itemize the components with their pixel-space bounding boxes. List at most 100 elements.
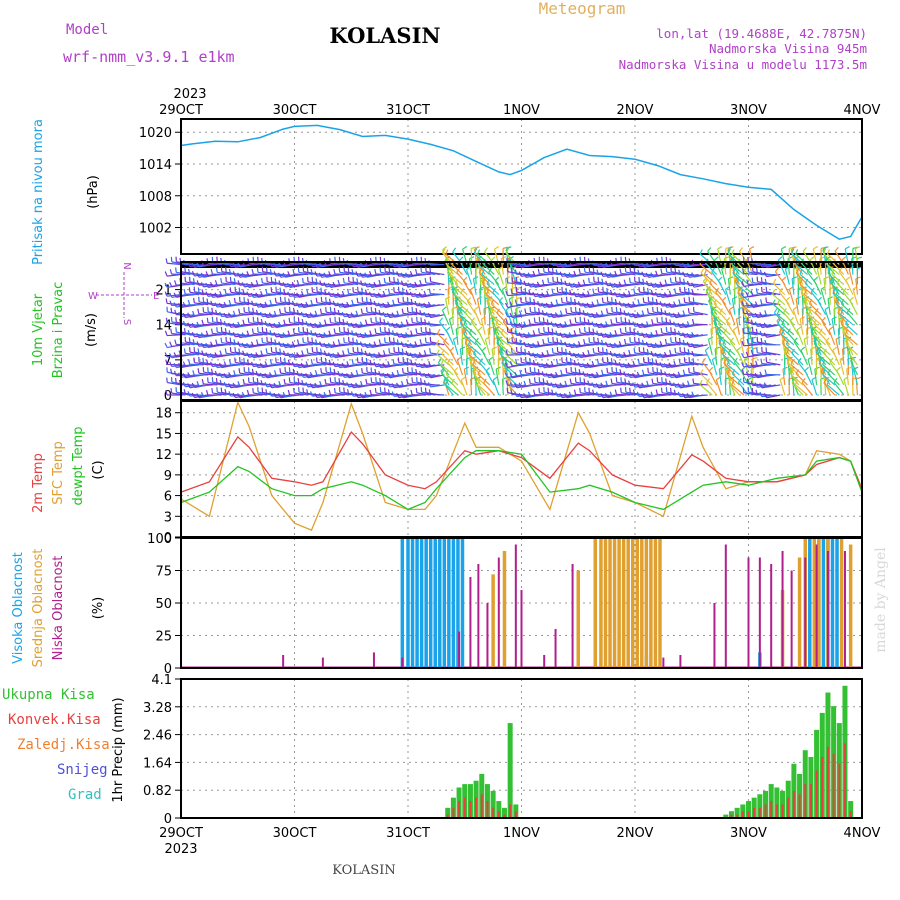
precip-bar-conv — [787, 797, 790, 818]
wind-barb-flag — [755, 389, 758, 395]
wind-barb — [671, 374, 686, 379]
wind-barb-flag — [228, 299, 232, 305]
wind-barb — [455, 328, 459, 345]
wind-barb — [804, 303, 817, 316]
wind-barb-flag — [536, 281, 540, 287]
wind-barb — [580, 344, 595, 347]
wind-barb — [732, 329, 740, 346]
wind-barb-flag — [323, 342, 327, 348]
wind-barb — [803, 293, 817, 306]
precip-bar-conv — [849, 811, 852, 818]
wind-barb — [530, 383, 545, 386]
wind-barb — [634, 292, 649, 296]
wind-barb — [226, 324, 241, 327]
wind-barb — [552, 263, 567, 266]
wind-barb — [194, 361, 209, 366]
wind-barb-flag — [550, 373, 554, 379]
wind-barb — [217, 304, 232, 308]
wind-barb — [814, 368, 818, 386]
wind-barb — [239, 273, 254, 278]
wind-barb-flag — [641, 262, 645, 268]
wind-barb-flag — [803, 289, 808, 295]
wind-barb-flag — [737, 378, 742, 383]
wind-barb-flag — [451, 378, 455, 384]
wind-barb — [845, 279, 854, 295]
wind-barb-flag — [627, 362, 631, 368]
wind-barb-flag — [478, 358, 483, 363]
wind-barb-flag — [261, 277, 264, 284]
wind-barb-flag — [724, 256, 730, 260]
wind-barb-flag — [610, 358, 613, 364]
wind-barb — [843, 379, 849, 396]
wind-barb-flag — [764, 310, 767, 316]
wind-barb — [598, 394, 613, 398]
wind-barb-flag — [550, 312, 554, 318]
cloud-bar-mid_cloud — [848, 544, 853, 668]
wind-barb-flag — [609, 289, 613, 295]
wind-barb-flag — [332, 341, 336, 347]
wind-barb — [407, 383, 422, 386]
wind-barb — [794, 263, 808, 276]
wind-barb-flag — [182, 320, 186, 327]
wind-barb-flag — [296, 370, 300, 376]
precip-bar-conv — [446, 814, 449, 818]
wind-barb — [425, 294, 440, 297]
cloud-bar-high_cloud — [415, 538, 419, 668]
wind-barb-flag — [554, 383, 559, 389]
wind-barb-flag — [191, 271, 195, 277]
wind-barb — [412, 334, 427, 336]
wind-barb — [571, 383, 586, 386]
wind-barb-flag — [287, 282, 291, 288]
wind-barb-flag — [224, 288, 227, 295]
wind-barb-flag — [686, 280, 690, 286]
wind-barb-flag — [532, 389, 536, 395]
wind-barb-flag — [414, 292, 418, 298]
wind-barb — [543, 343, 558, 346]
wind-barb-flag — [405, 342, 409, 348]
wind-barb-flag — [660, 328, 663, 334]
wind-barb — [221, 314, 236, 318]
precip-bar-conv — [741, 811, 744, 818]
wind-barb-flag — [532, 359, 536, 366]
wind-barb-flag — [741, 362, 745, 368]
wind-barb-flag — [242, 350, 245, 356]
wind-barb-flag — [228, 372, 232, 378]
wind-barb-flag — [586, 372, 591, 378]
wind-barb — [657, 321, 672, 326]
wind-barb-flag — [819, 328, 823, 334]
wind-barb — [779, 329, 786, 345]
cloud-bar-mid_cloud — [649, 538, 653, 668]
wind-barb — [362, 312, 377, 316]
wind-barb-flag — [364, 282, 368, 288]
wind-barb — [693, 323, 708, 326]
wind-barb-flag — [573, 291, 577, 297]
wind-barb — [416, 373, 431, 376]
wind-barb-flag — [688, 367, 690, 373]
temp-ylabel-sfc: SFC Temp — [51, 441, 66, 505]
temp-line-dewpoint — [180, 450, 863, 511]
wind-barb — [492, 379, 500, 396]
wind-barb-flag — [731, 379, 735, 385]
wind-barb-flag — [300, 302, 305, 308]
wind-barb — [543, 331, 558, 336]
wind-barb-flag — [436, 349, 440, 355]
y-tick-label: 3.28 — [143, 701, 172, 716]
wind-barb-flag — [301, 318, 304, 325]
wind-barb-flag — [300, 311, 304, 317]
wind-barb — [789, 320, 799, 336]
wind-barb — [743, 364, 758, 368]
wind-barb-flag — [682, 382, 686, 388]
wind-barb — [648, 372, 663, 376]
wind-barb-flag — [509, 301, 513, 307]
wind-barb-flag — [632, 382, 636, 388]
wind-barb — [235, 314, 250, 317]
wind-barb-flag — [582, 302, 586, 308]
cloud-bar-low_cloud — [571, 564, 574, 668]
wind-barb — [425, 282, 440, 286]
wind-barb-flag — [551, 328, 554, 334]
wind-barb-flag — [273, 322, 277, 328]
wind-barb — [330, 381, 345, 386]
wind-barb-flag — [264, 381, 268, 388]
wind-barb — [185, 293, 200, 296]
wind-barb-flag — [636, 322, 640, 328]
